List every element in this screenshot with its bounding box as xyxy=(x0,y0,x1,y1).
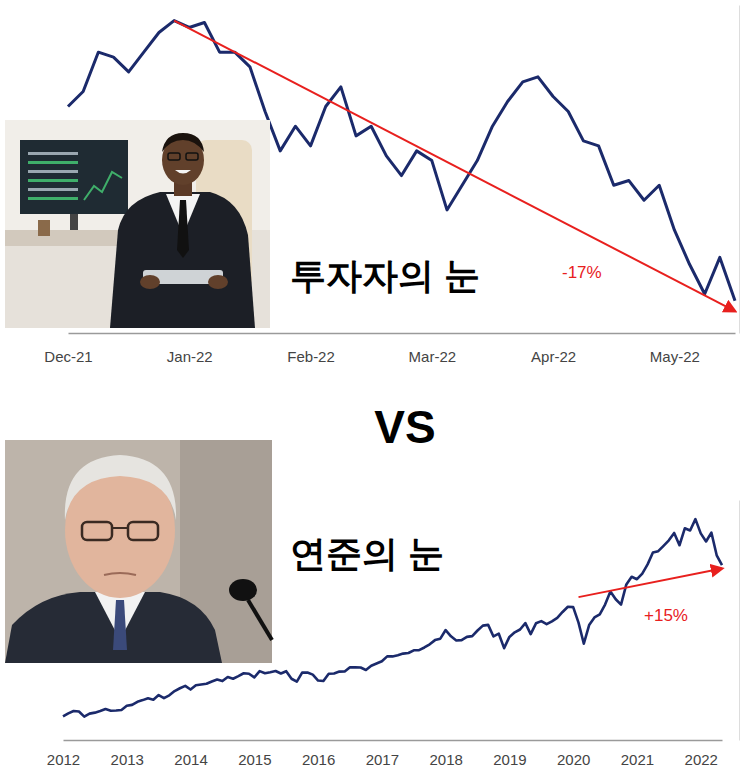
x-tick: 2020 xyxy=(557,740,590,768)
photo-glasses-left xyxy=(82,522,112,540)
x-tick: Jan-22 xyxy=(167,333,213,365)
chart-title: 투자자의 눈 xyxy=(290,255,480,296)
y-axis-line xyxy=(739,6,740,334)
x-tick: 2017 xyxy=(366,740,399,768)
x-axis-line xyxy=(64,740,723,742)
x-tick-label: 2021 xyxy=(621,751,654,768)
x-tick-label: Apr-22 xyxy=(531,348,576,365)
x-tick-label: 2013 xyxy=(111,751,144,768)
x-tick: 2013 xyxy=(111,740,144,768)
photo-background xyxy=(5,440,272,663)
photo-monitor-row xyxy=(28,179,78,182)
x-tick-label: Jan-22 xyxy=(167,348,213,365)
x-tick: Mar-22 xyxy=(409,333,457,365)
photo-monitor-row xyxy=(28,197,78,200)
photo-monitor-row xyxy=(28,152,78,155)
x-tick: 2019 xyxy=(493,740,526,768)
photo-tie xyxy=(177,200,189,258)
x-axis-line xyxy=(69,333,736,335)
x-tick: 2016 xyxy=(302,740,335,768)
x-tick: May-22 xyxy=(650,333,700,365)
photo-monitor-row xyxy=(28,161,78,164)
x-tick: 2015 xyxy=(238,740,271,768)
photo-smile xyxy=(175,170,191,174)
photo-mic xyxy=(229,579,257,601)
x-tick: 2022 xyxy=(685,740,718,768)
x-tick: 2018 xyxy=(429,740,462,768)
x-tick-label: 2016 xyxy=(302,751,335,768)
x-tick-label: 2012 xyxy=(47,751,80,768)
x-tick-label: 2020 xyxy=(557,751,590,768)
photo-glasses-right xyxy=(186,153,198,160)
photo-glasses-bridge xyxy=(112,527,128,529)
x-tick: 2021 xyxy=(621,740,654,768)
x-tick-label: Mar-22 xyxy=(409,348,457,365)
annotation-label: +15% xyxy=(644,606,688,625)
vs-label: VS xyxy=(374,401,435,453)
photo-hand-right xyxy=(208,275,228,289)
photo-mic-stem xyxy=(248,600,272,640)
x-tick: Feb-22 xyxy=(287,333,335,365)
photo-hand-left xyxy=(140,275,160,289)
photo-hair xyxy=(162,133,204,152)
x-tick: 2014 xyxy=(174,740,207,768)
photo-fed xyxy=(5,440,272,663)
photo-investor xyxy=(5,120,270,328)
x-tick-label: 2015 xyxy=(238,751,271,768)
chart-title: 연준의 눈 xyxy=(290,533,444,574)
y-axis xyxy=(739,501,740,741)
x-tick-label: 2017 xyxy=(366,751,399,768)
y-axis-line xyxy=(739,501,740,741)
x-tick-label: Feb-22 xyxy=(287,348,335,365)
x-tick-label: 2014 xyxy=(174,751,207,768)
photo-hair xyxy=(65,455,176,520)
photo-background xyxy=(5,120,270,328)
y-axis xyxy=(739,6,740,334)
annotation-label: -17% xyxy=(562,263,602,282)
photo-monitor-stand xyxy=(70,214,78,230)
photo-suit xyxy=(5,592,222,663)
x-axis: Dec-21 Jan-22 Feb-22 Mar-22 Apr-22 May-22 xyxy=(44,333,735,365)
photo-suit xyxy=(110,192,255,328)
x-tick-label: May-22 xyxy=(650,348,700,365)
photo-glasses-left xyxy=(168,153,180,160)
x-axis: 2012 2013 2014 2015 2016 2017 2018 2019 2020 2021… xyxy=(47,740,723,768)
x-tick: Dec-21 xyxy=(44,333,92,365)
canvas: Dec-21 Jan-22 Feb-22 Mar-22 Apr-22 May-22 2012… xyxy=(0,0,743,775)
photo-mouth xyxy=(104,573,136,575)
arrow xyxy=(579,569,722,598)
photo-monitor-row xyxy=(28,188,78,191)
x-tick: 2012 xyxy=(47,740,80,768)
texts: -17% 투자자의 눈 +15% 연준의 눈 VS xyxy=(290,255,688,625)
x-tick-label: 2022 xyxy=(685,751,718,768)
photos xyxy=(5,120,272,663)
photo-cup xyxy=(38,220,50,236)
x-tick-label: 2019 xyxy=(493,751,526,768)
x-tick: Apr-22 xyxy=(531,333,576,365)
photo-monitor xyxy=(20,140,128,214)
photo-glasses-right xyxy=(128,522,158,540)
x-tick-label: Dec-21 xyxy=(44,348,92,365)
photo-monitor-chart xyxy=(84,172,122,200)
photo-tie xyxy=(113,600,127,650)
photo-monitor-row xyxy=(28,170,78,173)
x-tick-label: 2018 xyxy=(429,751,462,768)
